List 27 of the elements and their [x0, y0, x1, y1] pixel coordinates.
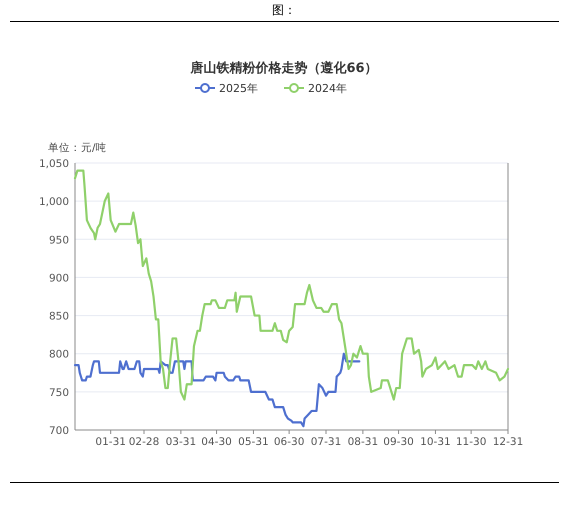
x-tick-label: 10-31: [420, 436, 451, 448]
y-tick-label: 1,050: [38, 158, 69, 170]
y-tick-label: 800: [48, 348, 69, 361]
y-tick-label: 850: [48, 310, 69, 323]
x-tick-label: 09-30: [383, 436, 414, 448]
line-series: [74, 170, 510, 401]
y-tick-label: 1,000: [38, 196, 69, 208]
x-tick-label: 02-28: [128, 436, 160, 448]
y-tick-label: 950: [48, 234, 69, 246]
x-tick-label: 05-31: [238, 436, 269, 448]
x-tick-label: 06-30: [274, 436, 304, 448]
x-tick-label: 03-31: [166, 436, 196, 448]
legend-label: 2025年: [219, 82, 258, 95]
y-tick-label: 900: [48, 272, 69, 284]
legend-label: 2024年: [308, 82, 347, 95]
chart-title: 唐山铁精粉价格走势（遵化66）: [189, 60, 378, 76]
text: 图：: [272, 3, 296, 17]
x-tick-label: 07-31: [310, 436, 342, 448]
x-tick-label: 08-31: [348, 436, 378, 448]
y-tick-label: 700: [48, 425, 69, 437]
x-tick-label: 04-30: [201, 436, 232, 448]
y-axis-title: 单位：元/吨: [48, 141, 107, 154]
x-tick-label: 01-31: [95, 436, 126, 448]
x-tick-label: 11-30: [456, 436, 486, 448]
x-tick-label: 12-31: [492, 436, 524, 448]
y-tick-label: 750: [48, 386, 69, 399]
line-series: [74, 352, 360, 428]
